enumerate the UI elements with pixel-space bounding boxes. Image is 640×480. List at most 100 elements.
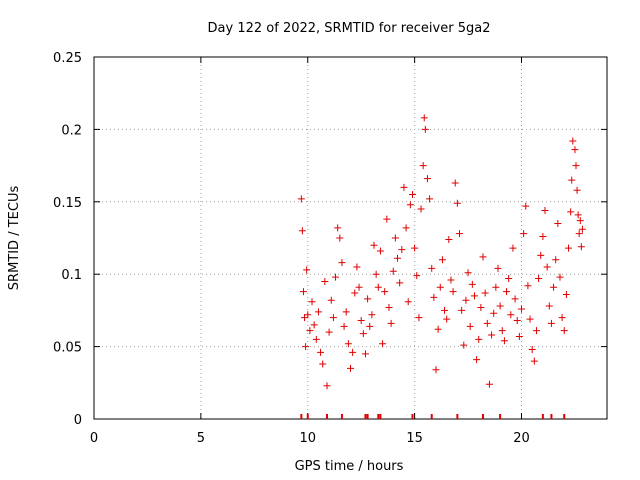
data-point [398, 246, 406, 254]
data-point [359, 330, 367, 338]
data-point [417, 205, 425, 213]
data-point [526, 315, 534, 323]
data-point [541, 206, 549, 214]
data-point [329, 314, 337, 322]
data-point [306, 327, 314, 335]
data-point [558, 314, 566, 322]
data-point [449, 288, 457, 296]
data-point [532, 327, 540, 335]
data-point [391, 234, 399, 242]
data-point [338, 259, 346, 267]
data-point [483, 319, 491, 327]
data-point [447, 276, 455, 284]
data-point [396, 279, 404, 287]
data-point [314, 308, 322, 316]
data-point [453, 199, 461, 207]
data-point [466, 322, 474, 330]
data-point [351, 289, 359, 297]
y-tick-label: 0.05 [53, 341, 82, 356]
data-point [575, 230, 583, 238]
data-point [434, 325, 442, 333]
data-point [404, 298, 412, 306]
data-point [334, 224, 342, 232]
x-axis-ticks: 0 5 10 15 20 [90, 57, 530, 446]
data-point [319, 360, 327, 368]
data-point [347, 364, 354, 372]
y-axis-ticks: 0 0.05 0.1 0.15 0.2 0.25 [53, 51, 607, 428]
x-tick-label: 0 [90, 431, 98, 446]
data-point [503, 288, 511, 296]
plot-border [93, 56, 608, 420]
data-point [426, 195, 434, 203]
data-point [303, 266, 311, 274]
data-point [556, 273, 564, 281]
data-point [468, 280, 476, 288]
data-point [381, 288, 389, 296]
data-point [574, 211, 582, 219]
data-point [485, 380, 493, 388]
data-point [379, 340, 387, 348]
data-point [460, 341, 468, 349]
x-axis-label: GPS time / hours [295, 459, 404, 474]
data-point [394, 254, 402, 262]
data-point [539, 233, 547, 241]
data-point [550, 283, 558, 291]
data-point [567, 208, 575, 216]
data-point [349, 348, 357, 356]
data-point [325, 328, 333, 336]
data-point [419, 162, 427, 170]
data-point [464, 269, 472, 277]
data-point [340, 322, 348, 330]
data-point [321, 277, 329, 285]
data-point [456, 230, 464, 238]
data-point [383, 215, 391, 223]
data-point [560, 327, 568, 335]
data-point [357, 317, 365, 325]
data-point [297, 195, 305, 203]
data-point [518, 305, 525, 313]
data-point [298, 227, 306, 235]
data-point [552, 256, 560, 264]
data-point [436, 283, 444, 291]
data-point [577, 243, 585, 251]
data-point [332, 273, 340, 281]
data-point [387, 319, 395, 327]
data-point [509, 244, 517, 252]
data-point [420, 114, 428, 122]
data-point [415, 314, 423, 322]
y-axis-label: SRMTID / TECUs [7, 186, 22, 291]
data-point [462, 296, 470, 304]
data-point [317, 348, 325, 356]
data-point [578, 225, 586, 233]
data-point [301, 314, 309, 322]
data-point [406, 201, 414, 209]
x-tick-label: 5 [197, 431, 205, 446]
data-point [568, 176, 576, 184]
data-point [402, 224, 410, 232]
data-point [302, 343, 310, 351]
data-point [421, 125, 429, 133]
data-point [496, 302, 504, 310]
data-point [562, 290, 570, 298]
data-point [543, 263, 551, 271]
data-point [537, 251, 545, 259]
data-point [299, 288, 307, 296]
grid-lines [94, 57, 607, 419]
y-tick-label: 0.1 [61, 268, 82, 283]
data-point [374, 283, 382, 291]
data-point [312, 335, 320, 343]
data-point [515, 332, 523, 340]
data-point [451, 179, 459, 187]
x-tick-label: 15 [406, 431, 423, 446]
chart-title: Day 122 of 2022, SRMTID for receiver 5ga… [208, 21, 491, 36]
plot-frame [93, 56, 608, 420]
data-point [545, 302, 553, 310]
data-point [505, 275, 513, 283]
data-point [344, 340, 352, 348]
data-point [353, 263, 361, 271]
data-point [554, 220, 562, 228]
data-point [441, 306, 449, 314]
data-point [428, 264, 436, 272]
data-points [297, 114, 586, 390]
